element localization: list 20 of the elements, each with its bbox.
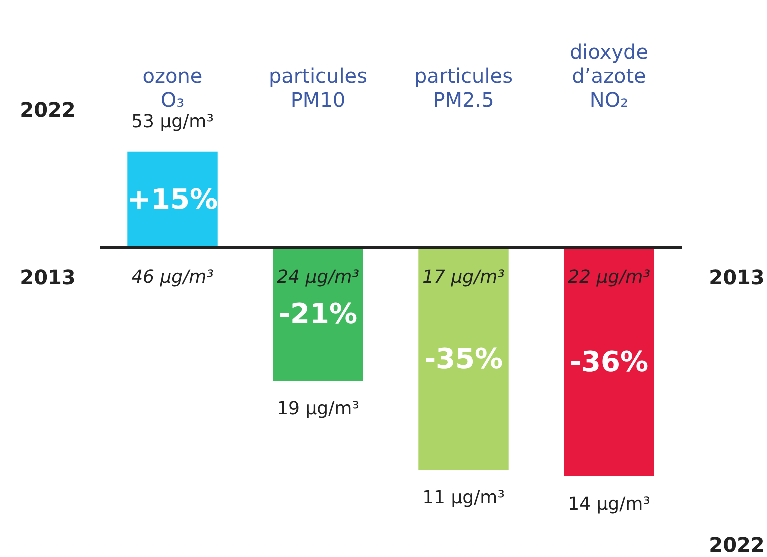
text: 2022 [709,533,765,557]
data-label: -36% [570,345,649,378]
x-tick-label: ozone O₃ [142,64,203,112]
data-label: -35% [424,342,504,376]
annotation: 11 µg/m³ [422,488,505,509]
text: 2013 [709,265,765,290]
x-tick-label: particules PM2.5 [414,64,514,112]
data-label: +15% [128,183,218,216]
text: 2013 [20,265,76,290]
annotation: 17 µg/m³ [422,266,505,288]
annotation: 22 µg/m³ [568,266,650,288]
annotation: 24 µg/m³ [277,266,360,288]
data-label: -21% [278,298,358,331]
annotation: 53 µg/m³ [132,111,214,132]
annotation: 19 µg/m³ [277,398,360,420]
annotation: 46 µg/m³ [132,266,214,288]
x-tick-label: dioxyde d’azote NO₂ [570,40,649,112]
annotation: 14 µg/m³ [568,494,650,516]
x-tick-label: particules PM10 [268,64,368,112]
text: 2022 [20,98,76,122]
